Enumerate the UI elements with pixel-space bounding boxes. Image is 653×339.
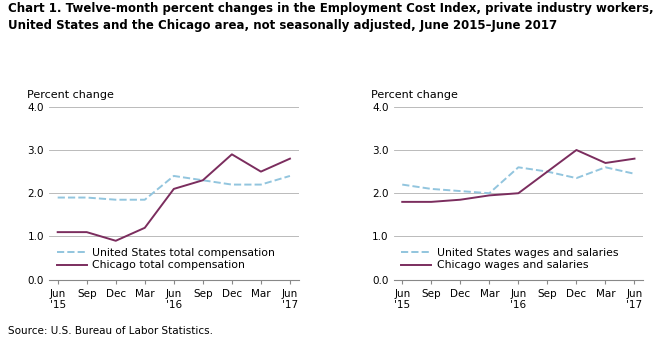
Chicago total compensation [228, 152, 236, 156]
Legend: United States total compensation, Chicago total compensation: United States total compensation, Chicag… [54, 245, 278, 273]
United States total compensation [286, 174, 294, 178]
United States total compensation [228, 182, 236, 186]
Line: Chicago wages and salaries: Chicago wages and salaries [402, 150, 635, 202]
United States wages and salaries [601, 165, 609, 169]
United States total compensation [170, 174, 178, 178]
Chicago total compensation [54, 230, 61, 234]
United States wages and salaries [515, 165, 522, 169]
Chicago total compensation [286, 157, 294, 161]
Text: Source: U.S. Bureau of Labor Statistics.: Source: U.S. Bureau of Labor Statistics. [8, 326, 213, 336]
United States total compensation [112, 198, 119, 202]
United States wages and salaries [485, 191, 493, 195]
Chicago wages and salaries [631, 157, 639, 161]
Line: Chicago total compensation: Chicago total compensation [57, 154, 290, 241]
Chicago total compensation [112, 239, 119, 243]
Chicago wages and salaries [427, 200, 435, 204]
Legend: United States wages and salaries, Chicago wages and salaries: United States wages and salaries, Chicag… [399, 245, 620, 273]
United States total compensation [83, 196, 91, 200]
United States wages and salaries [456, 189, 464, 193]
Text: Percent change: Percent change [27, 90, 114, 100]
Chicago total compensation [141, 226, 149, 230]
Chicago wages and salaries [515, 191, 522, 195]
Chicago total compensation [83, 230, 91, 234]
United States wages and salaries [573, 176, 581, 180]
Text: Chart 1. Twelve-month percent changes in the Employment Cost Index, private indu: Chart 1. Twelve-month percent changes in… [8, 2, 653, 32]
Chicago wages and salaries [543, 170, 551, 174]
Line: United States total compensation: United States total compensation [57, 176, 290, 200]
Chicago wages and salaries [456, 198, 464, 202]
Line: United States wages and salaries: United States wages and salaries [402, 167, 635, 193]
United States total compensation [141, 198, 149, 202]
Chicago total compensation [257, 170, 265, 174]
United States total compensation [199, 178, 207, 182]
Chicago wages and salaries [601, 161, 609, 165]
Chicago wages and salaries [398, 200, 406, 204]
United States total compensation [257, 182, 265, 186]
Chicago wages and salaries [573, 148, 581, 152]
United States wages and salaries [631, 172, 639, 176]
Chicago total compensation [199, 178, 207, 182]
Text: Percent change: Percent change [371, 90, 458, 100]
United States wages and salaries [543, 170, 551, 174]
United States wages and salaries [398, 182, 406, 186]
United States wages and salaries [427, 187, 435, 191]
Chicago total compensation [170, 187, 178, 191]
Chicago wages and salaries [485, 193, 493, 197]
United States total compensation [54, 196, 61, 200]
